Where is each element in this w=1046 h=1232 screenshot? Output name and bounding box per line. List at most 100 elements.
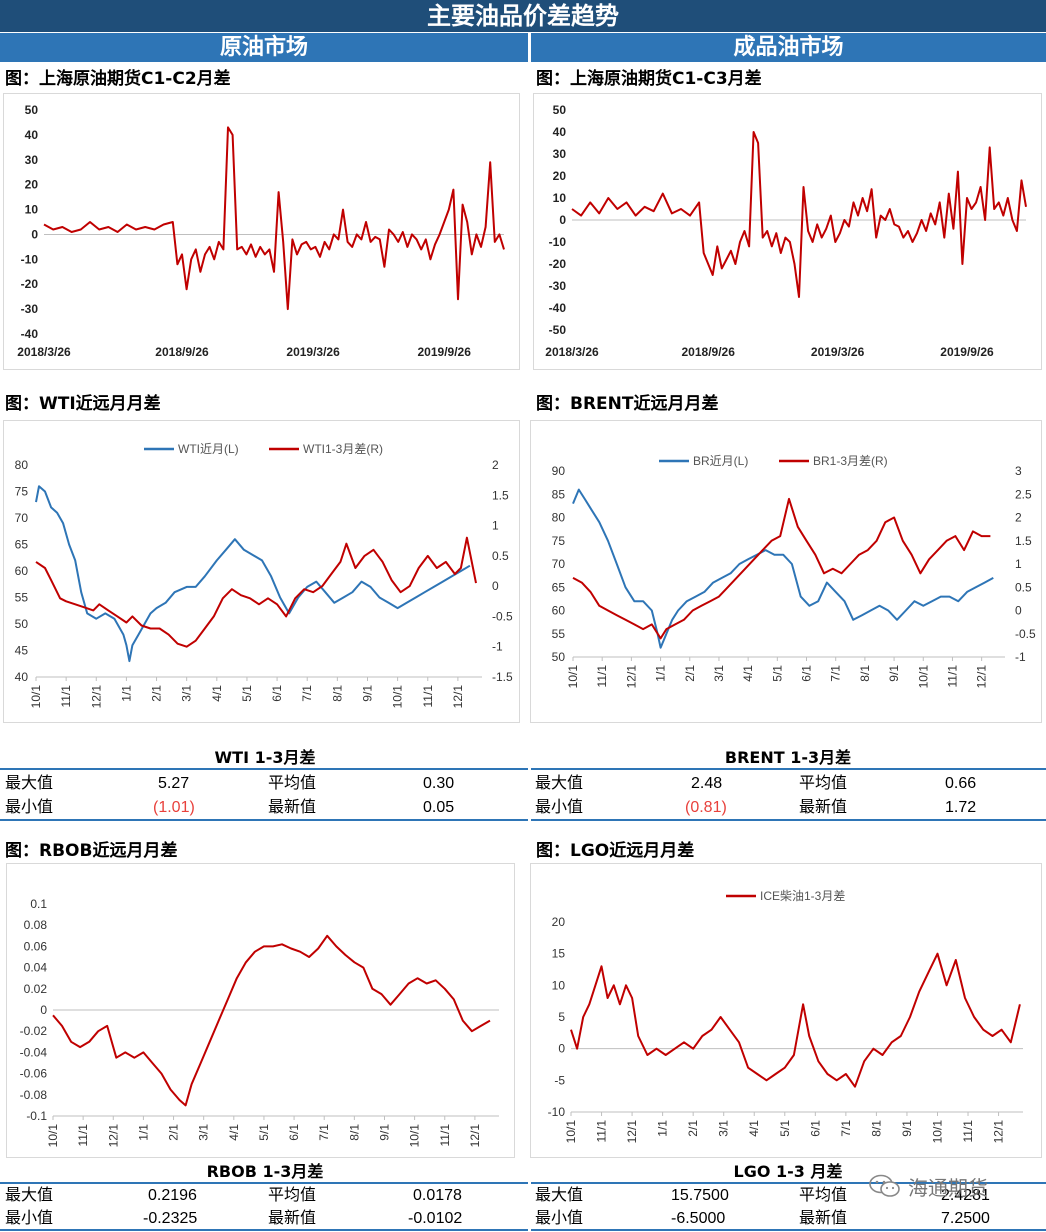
x-tick-label: 1/1 — [136, 1124, 150, 1141]
stats-divider — [531, 768, 1046, 770]
x-tick-label: 11/1 — [595, 665, 609, 688]
stats-divider — [0, 768, 528, 770]
stats-row-lgo-2: 最小值 -6.5000 最新值 7.2500 — [531, 1208, 1046, 1230]
y-tick-label: 0 — [40, 1003, 47, 1017]
stat-label: 最小值 — [535, 1210, 584, 1227]
y-tick-label: 20 — [552, 915, 566, 929]
stats-row-lgo-1: 最大值 15.7500 平均值 2.4281 — [531, 1185, 1046, 1207]
y-left-tick-label: 85 — [552, 487, 566, 501]
figure-title-brent: 图：BRENT近远月月差 — [536, 394, 719, 414]
y-tick-label: 5 — [558, 1010, 565, 1024]
x-tick-label: 11/1 — [421, 685, 435, 708]
x-tick-label: 6/1 — [270, 685, 284, 702]
y-left-tick-label: 70 — [15, 511, 29, 525]
y-tick-label: 0.08 — [24, 918, 48, 932]
x-tick-label: 10/1 — [46, 1124, 60, 1148]
y-left-tick-label: 55 — [552, 627, 566, 641]
x-tick-label: 6/1 — [287, 1124, 301, 1141]
x-tick-label: 3/1 — [712, 665, 726, 682]
y-right-tick-label: -1 — [1015, 650, 1026, 664]
chart-brent: 90 85 80 75 70 65 60 55 50 3 2.5 2 1.5 1 0.5 0 -0.5 -1 10/… — [552, 454, 1036, 689]
y-left-tick-label: 50 — [552, 650, 566, 664]
x-tick-label: 8/1 — [869, 1120, 883, 1137]
x-tick-label: 12/1 — [106, 1124, 120, 1148]
y-tick-label: 50 — [553, 103, 567, 117]
stat-label: 最小值 — [5, 799, 54, 816]
legend-label: BR近月(L) — [693, 454, 748, 468]
x-tick-label: 10/1 — [564, 1120, 578, 1144]
x-tick-label: 8/1 — [347, 1124, 361, 1141]
chart-panel-brent: 90 85 80 75 70 65 60 55 50 3 2.5 2 1.5 1 0.5 0 -0.5 -1 10/… — [530, 420, 1042, 723]
stat-value: 2.48 — [691, 775, 723, 792]
stat-label: 最小值 — [5, 1210, 54, 1227]
y-tick-label: 10 — [25, 203, 39, 217]
y-left-tick-label: 45 — [15, 644, 29, 658]
x-tick-label: 2/1 — [150, 685, 164, 702]
y-left-tick-label: 65 — [15, 538, 29, 552]
y-right-tick-label: 2 — [1015, 511, 1022, 525]
x-tick-label: 2019/3/26 — [811, 345, 865, 359]
x-tick-label: 12/1 — [624, 665, 638, 689]
stats-row-brent-2: 最小值 (0.81) 最新值 1.72 — [531, 797, 1046, 819]
x-tick-label: 6/1 — [800, 665, 814, 682]
x-tick-label: 5/1 — [240, 685, 254, 702]
x-tick-label: 3/1 — [197, 1124, 211, 1141]
x-tick-label: 6/1 — [808, 1120, 822, 1137]
y-right-tick-label: 0.5 — [492, 549, 509, 563]
y-right-tick-label: 1.5 — [492, 488, 509, 502]
y-tick-label: -10 — [549, 235, 567, 249]
y-tick-label: 0.1 — [30, 897, 47, 911]
legend-label: WTI近月(L) — [178, 442, 239, 456]
y-tick-label: -5 — [554, 1073, 565, 1087]
series-line — [570, 952, 1021, 1088]
stat-label: 最大值 — [535, 775, 584, 792]
stat-label: 最新值 — [268, 799, 317, 816]
x-tick-label: 3/1 — [717, 1120, 731, 1137]
stat-value: 0.05 — [423, 799, 455, 816]
x-tick-label: 10/1 — [29, 685, 43, 709]
x-tick-label: 12/1 — [992, 1120, 1006, 1144]
x-tick-label: 11/1 — [438, 1124, 452, 1147]
stat-label: 最大值 — [5, 1187, 54, 1204]
stats-row-rbob-1: 最大值 0.2196 平均值 0.0178 — [0, 1185, 528, 1207]
chart-panel-sc-c1c2: 50 40 30 20 10 0 -10 -20 -30 -40 2018/3/26 2018/9/2… — [3, 93, 520, 370]
y-right-tick-label: 1 — [492, 519, 499, 533]
x-tick-label: 4/1 — [227, 1124, 241, 1141]
x-tick-label: 5/1 — [778, 1120, 792, 1137]
y-tick-label: -10 — [548, 1105, 566, 1119]
y-left-tick-label: 60 — [552, 604, 566, 618]
section-header-crude: 原油市场 — [0, 33, 528, 62]
chart-sc-c1c3: 50 40 30 20 10 0 -10 -20 -30 -40 -50 2018/3/26 2018/… — [545, 103, 1027, 359]
y-tick-label: -50 — [549, 323, 567, 337]
stats-title-wti: WTI 1-3月差 — [214, 748, 316, 767]
stats-title-rbob: RBOB 1-3月差 — [206, 1162, 324, 1181]
stat-label: 最大值 — [535, 1187, 584, 1204]
y-tick-label: -0.06 — [20, 1067, 48, 1081]
y-tick-label: 0.06 — [24, 939, 48, 953]
x-tick-label: 10/1 — [930, 1120, 944, 1144]
stat-label: 平均值 — [268, 1187, 317, 1204]
y-left-tick-label: 60 — [15, 564, 29, 578]
x-tick-label: 12/1 — [625, 1120, 639, 1144]
x-tick-label: 4/1 — [741, 665, 755, 682]
x-tick-label: 8/1 — [330, 685, 344, 702]
x-tick-label: 9/1 — [887, 665, 901, 682]
x-tick-label: 12/1 — [468, 1124, 482, 1148]
stat-value: -0.2325 — [143, 1210, 198, 1227]
stat-value: 0.30 — [423, 775, 455, 792]
y-tick-label: 50 — [25, 103, 39, 117]
y-tick-label: 30 — [553, 147, 567, 161]
y-tick-label: 20 — [553, 169, 567, 183]
y-tick-label: 10 — [553, 191, 567, 205]
x-tick-label: 11/1 — [945, 665, 959, 688]
stat-value: 0.0178 — [413, 1187, 462, 1204]
stat-label: 平均值 — [799, 1187, 848, 1204]
x-tick-label: 1/1 — [656, 1120, 670, 1137]
x-tick-label: 8/1 — [858, 665, 872, 682]
page-title: 主要油品价差趋势 — [0, 0, 1046, 32]
legend-label: WTI1-3月差(R) — [303, 442, 383, 456]
x-tick-label: 2/1 — [686, 1120, 700, 1137]
x-tick-label: 11/1 — [961, 1120, 975, 1143]
x-tick-label: 3/1 — [180, 685, 194, 702]
x-tick-label: 1/1 — [119, 685, 133, 702]
